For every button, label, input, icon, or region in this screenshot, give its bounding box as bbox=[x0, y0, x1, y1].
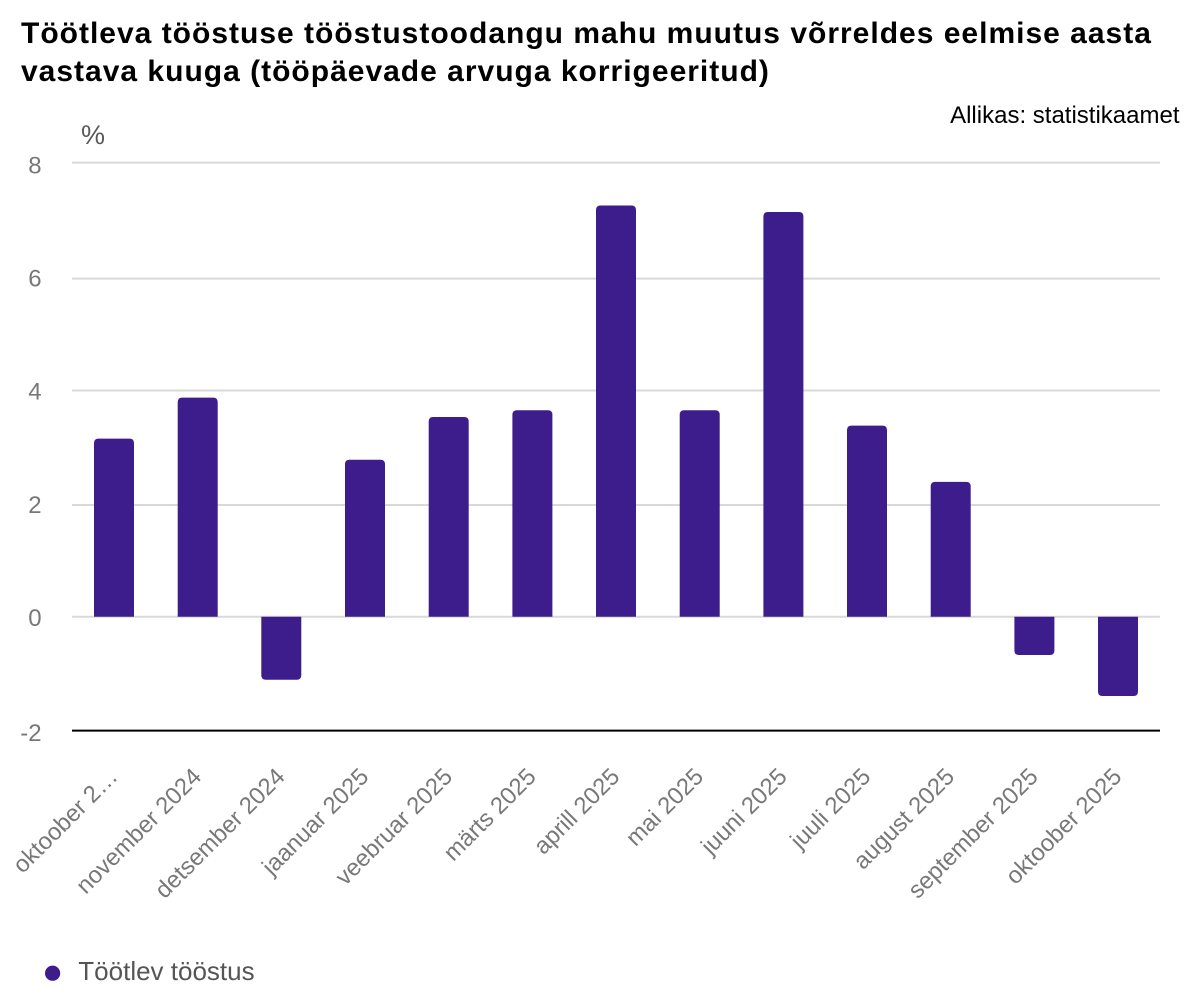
svg-text:%: % bbox=[81, 120, 105, 150]
svg-text:Töötlev tööstus: Töötlev tööstus bbox=[78, 956, 254, 986]
svg-text:Allikas: statistikaamet: Allikas: statistikaamet bbox=[950, 102, 1180, 129]
svg-text:Töötleva tööstuse tööstustooda: Töötleva tööstuse tööstustoodangu mahu m… bbox=[21, 17, 1152, 50]
svg-text:0: 0 bbox=[28, 605, 41, 632]
svg-text:4: 4 bbox=[28, 379, 41, 406]
svg-text:6: 6 bbox=[28, 265, 41, 292]
svg-text:vastava kuuga (tööpäevade arvu: vastava kuuga (tööpäevade arvuga korrige… bbox=[21, 55, 770, 88]
svg-text:8: 8 bbox=[28, 152, 41, 179]
svg-text:-2: -2 bbox=[20, 720, 41, 747]
svg-text:2: 2 bbox=[28, 492, 41, 519]
